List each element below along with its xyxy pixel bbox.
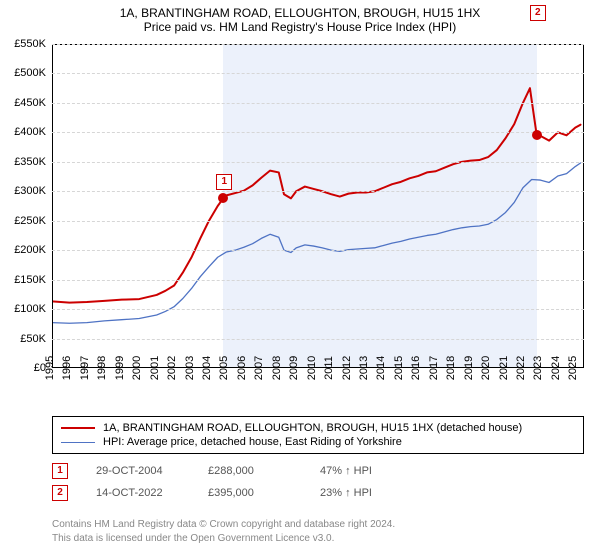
plot-area: £0£50K£100K£150K£200K£250K£300K£350K£400… <box>52 44 584 368</box>
sale-marker-small: 1 <box>52 463 68 479</box>
footer-line1: Contains HM Land Registry data © Crown c… <box>52 518 395 532</box>
x-tick-label: 1997 <box>75 356 91 380</box>
legend-swatch <box>61 442 95 443</box>
x-tick-label: 2016 <box>406 356 422 380</box>
sale-marker: 2 <box>530 5 546 21</box>
sale-delta: 23% ↑ HPI <box>320 487 404 499</box>
grid-line <box>52 73 584 74</box>
x-tick-label: 2013 <box>354 356 370 380</box>
x-tick-label: 2005 <box>214 356 230 380</box>
sale-delta: 47% ↑ HPI <box>320 465 404 477</box>
x-tick-label: 1998 <box>92 356 108 380</box>
legend-row: 1A, BRANTINGHAM ROAD, ELLOUGHTON, BROUGH… <box>61 421 575 435</box>
legend-row: HPI: Average price, detached house, East… <box>61 435 575 449</box>
x-tick-label: 2000 <box>127 356 143 380</box>
x-tick-label: 2009 <box>284 356 300 380</box>
y-tick-label: £550K <box>14 38 52 50</box>
x-tick-label: 2012 <box>336 356 352 380</box>
x-tick-label: 1995 <box>40 356 56 380</box>
footer-line2: This data is licensed under the Open Gov… <box>52 532 395 546</box>
x-tick-label: 2006 <box>232 356 248 380</box>
sale-date: 14-OCT-2022 <box>96 487 180 499</box>
x-tick-label: 2007 <box>249 356 265 380</box>
x-tick-label: 2008 <box>267 356 283 380</box>
grid-line <box>52 162 584 163</box>
sale-dot <box>532 130 542 140</box>
y-tick-label: £100K <box>14 303 52 315</box>
legend-swatch <box>61 427 95 429</box>
sale-marker: 1 <box>216 174 232 190</box>
grid-line <box>52 280 584 281</box>
grid-line <box>52 221 584 222</box>
legend-box: 1A, BRANTINGHAM ROAD, ELLOUGHTON, BROUGH… <box>52 416 584 454</box>
x-tick-label: 2022 <box>511 356 527 380</box>
x-tick-label: 2023 <box>528 356 544 380</box>
x-tick-label: 2002 <box>162 356 178 380</box>
y-tick-label: £400K <box>14 126 52 138</box>
chart-container: 1A, BRANTINGHAM ROAD, ELLOUGHTON, BROUGH… <box>0 0 600 560</box>
grid-line <box>52 309 584 310</box>
x-tick-label: 2003 <box>179 356 195 380</box>
chart-title-block: 1A, BRANTINGHAM ROAD, ELLOUGHTON, BROUGH… <box>0 0 600 34</box>
sales-row: 1 29-OCT-2004 £288,000 47% ↑ HPI <box>52 460 404 482</box>
sale-date: 29-OCT-2004 <box>96 465 180 477</box>
grid-line <box>52 191 584 192</box>
sale-marker-small: 2 <box>52 485 68 501</box>
x-tick-label: 2017 <box>423 356 439 380</box>
series-property <box>52 88 581 302</box>
y-tick-label: £500K <box>14 67 52 79</box>
x-tick-label: 2015 <box>389 356 405 380</box>
grid-line <box>52 132 584 133</box>
sales-table: 1 29-OCT-2004 £288,000 47% ↑ HPI 2 14-OCT-202… <box>52 460 404 504</box>
x-tick-label: 2014 <box>371 356 387 380</box>
y-tick-label: £450K <box>14 97 52 109</box>
x-tick-label: 2021 <box>493 356 509 380</box>
legend-label: HPI: Average price, detached house, East… <box>103 436 402 448</box>
sale-dot <box>218 193 228 203</box>
y-tick-label: £250K <box>14 215 52 227</box>
y-tick-label: £300K <box>14 185 52 197</box>
sales-row: 2 14-OCT-2022 £395,000 23% ↑ HPI <box>52 482 404 504</box>
x-tick-label: 2024 <box>546 356 562 380</box>
x-tick-label: 2004 <box>197 356 213 380</box>
y-tick-label: £350K <box>14 156 52 168</box>
x-tick-label: 2018 <box>441 356 457 380</box>
attribution-footer: Contains HM Land Registry data © Crown c… <box>52 518 395 545</box>
x-tick-label: 1996 <box>57 356 73 380</box>
x-tick-label: 2019 <box>458 356 474 380</box>
legend-label: 1A, BRANTINGHAM ROAD, ELLOUGHTON, BROUGH… <box>103 422 522 434</box>
y-tick-label: £150K <box>14 274 52 286</box>
x-tick-label: 2011 <box>319 356 335 380</box>
x-tick-label: 2020 <box>476 356 492 380</box>
grid-line <box>52 44 584 45</box>
line-series-svg <box>52 44 584 368</box>
sale-price: £395,000 <box>208 487 292 499</box>
x-tick-label: 2025 <box>563 356 579 380</box>
x-tick-label: 2001 <box>144 356 160 380</box>
y-tick-label: £200K <box>14 244 52 256</box>
chart-title-line1: 1A, BRANTINGHAM ROAD, ELLOUGHTON, BROUGH… <box>0 6 600 20</box>
grid-line <box>52 339 584 340</box>
x-tick-label: 2010 <box>301 356 317 380</box>
grid-line <box>52 103 584 104</box>
sale-price: £288,000 <box>208 465 292 477</box>
x-tick-label: 1999 <box>110 356 126 380</box>
y-tick-label: £50K <box>20 333 52 345</box>
grid-line <box>52 250 584 251</box>
chart-title-line2: Price paid vs. HM Land Registry's House … <box>0 20 600 34</box>
